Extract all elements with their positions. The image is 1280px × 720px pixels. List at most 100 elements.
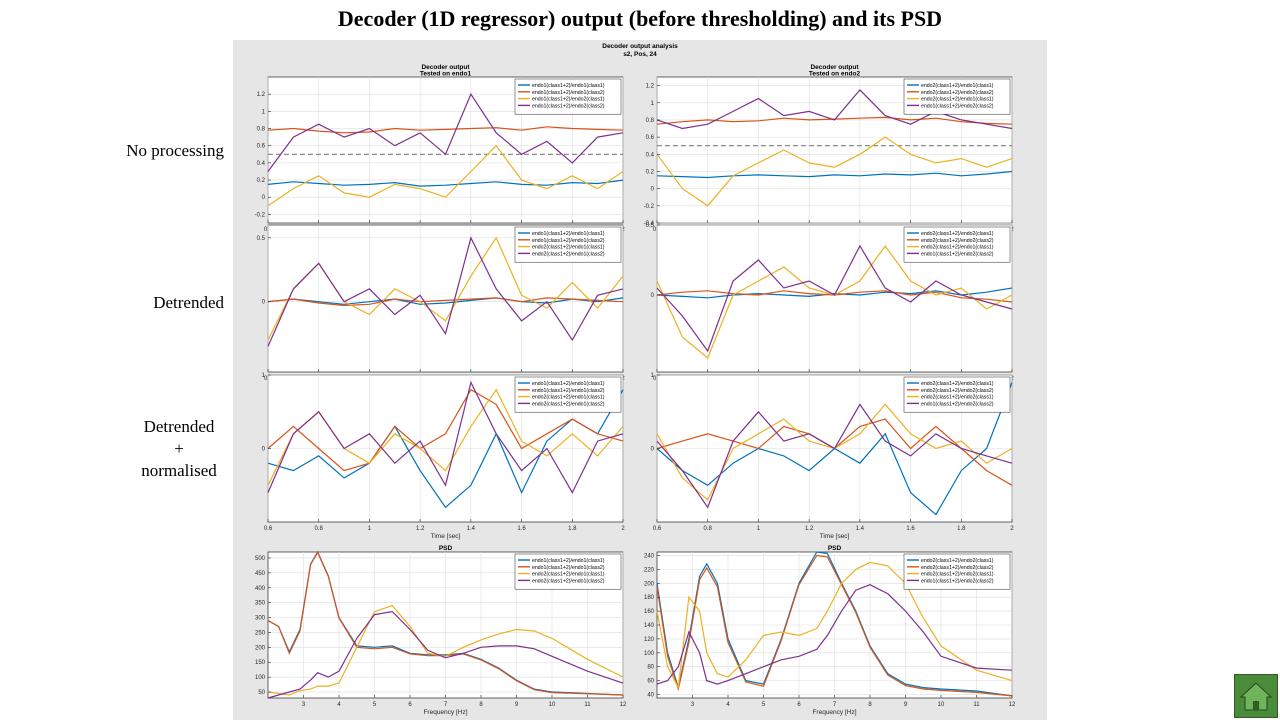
y-tick-label: 400 xyxy=(255,586,266,592)
x-tick-label: 12 xyxy=(1009,702,1016,708)
y-tick-label: 120 xyxy=(644,637,655,643)
x-tick-label: 6 xyxy=(408,702,412,708)
series-line-orange xyxy=(267,551,624,696)
row-label-line: + xyxy=(174,439,184,458)
y-tick-label: 0 xyxy=(262,300,266,306)
chart-title: PSD xyxy=(439,545,453,552)
series-line-purple xyxy=(656,403,1013,509)
series-line-purple xyxy=(267,380,624,494)
y-tick-label: 0.4 xyxy=(257,161,266,167)
x-tick-label: 1.4 xyxy=(856,526,865,532)
y-tick-label: 450 xyxy=(255,571,266,577)
y-tick-label: 0.4 xyxy=(646,152,655,158)
chart-normalised-endo2: 0.6 0.8 1 1.2 1.4 1.6 1.8 2 0 1 Time [sec] endo2(cl… xyxy=(651,373,1015,540)
x-tick-label: 3 xyxy=(691,702,695,708)
legend-entry: endo2(class1+2)/endo2(class2) xyxy=(921,388,994,394)
series-line-yellow xyxy=(656,561,1013,690)
legend-box xyxy=(903,78,1011,115)
series-line-purple xyxy=(656,244,1013,353)
x-tick-label: 4 xyxy=(337,702,341,708)
y-tick-label: 0.5 xyxy=(646,223,655,229)
legend-entry: endo2(class1+2)/endo1(class2) xyxy=(532,251,605,257)
legend-entry: endo1(class1+2)/endo1(class1) xyxy=(532,83,605,89)
x-tick-label: 3 xyxy=(302,702,306,708)
x-tick-label: 4 xyxy=(726,702,730,708)
home-icon xyxy=(1239,682,1273,711)
legend-box xyxy=(514,376,622,413)
y-tick-label: -0.4 xyxy=(644,221,655,227)
chart-raw-endo2: 0.60.811.21.41.61.82-0.4-0.200.20.40.60.… xyxy=(644,64,1015,233)
x-tick-label: 1.8 xyxy=(957,526,966,532)
y-tick-label: 0 xyxy=(651,447,655,453)
y-tick-label: 300 xyxy=(255,616,266,622)
figure-suptitle-line2: s2, Pos, 24 xyxy=(623,51,657,58)
home-button[interactable] xyxy=(1234,674,1278,718)
chart-detrended-endo2: 0.60.811.21.41.61.8200.5endo2(class1+2)/… xyxy=(646,223,1015,382)
x-tick-label: 0.6 xyxy=(264,526,273,532)
x-tick-label: 7 xyxy=(833,702,837,708)
y-tick-label: 220 xyxy=(644,567,655,573)
y-tick-label: 250 xyxy=(255,630,266,636)
legend-entry: endo2(class1+2)/endo1(class2) xyxy=(532,578,605,584)
x-tick-label: 10 xyxy=(938,702,945,708)
y-tick-label: 160 xyxy=(644,609,655,615)
legend-box xyxy=(903,226,1011,263)
series-line-orange xyxy=(267,388,624,472)
chart-subtitle: Tested on endo2 xyxy=(809,71,861,78)
legend-entry: endo2(class1+2)/endo2(class1) xyxy=(921,572,994,578)
y-tick-label: 240 xyxy=(644,553,655,559)
chart-title: PSD xyxy=(828,545,842,552)
y-tick-label: -0.2 xyxy=(255,212,266,218)
y-tick-label: 0.6 xyxy=(257,144,266,150)
x-tick-label: 1.8 xyxy=(568,526,577,532)
legend-entry: endo1(class1+2)/endo1(class2) xyxy=(532,90,605,96)
y-tick-label: 0 xyxy=(262,447,266,453)
legend-entry: endo1(class1+2)/endo2(class2) xyxy=(921,103,994,109)
series-line-blue xyxy=(267,389,624,509)
legend-entry: endo2(class1+2)/endo2(class1) xyxy=(921,381,994,387)
x-tick-label: 0.6 xyxy=(653,526,662,532)
series-line-purple xyxy=(267,92,624,172)
legend-entry: endo1(class1+2)/endo2(class2) xyxy=(921,251,994,257)
series-line-orange xyxy=(267,297,624,307)
legend-entry: endo1(class1+2)/endo2(class2) xyxy=(532,103,605,109)
legend-entry: endo2(class1+2)/endo1(class1) xyxy=(921,245,994,251)
y-tick-label: 150 xyxy=(255,660,266,666)
y-tick-label: 1 xyxy=(651,101,655,107)
slide-title: Decoder (1D regressor) output (before th… xyxy=(337,6,943,31)
legend-entry: endo2(class1+2)/endo2(class1) xyxy=(921,395,994,401)
x-tick-label: 9 xyxy=(515,702,519,708)
y-tick-label: 100 xyxy=(255,675,266,681)
series-line-blue xyxy=(656,287,1013,299)
legend-entry: endo2(class1+2)/endo1(class1) xyxy=(921,83,994,89)
x-tick-label: 7 xyxy=(444,702,448,708)
x-tick-label: 10 xyxy=(549,702,556,708)
series-line-orange xyxy=(656,554,1013,697)
chart-normalised-endo1: 0.6 0.8 1 1.2 1.4 1.6 1.8 2 0 1 Time [sec] endo1(cl… xyxy=(262,373,626,540)
x-tick-label: 5 xyxy=(762,702,766,708)
series-line-blue xyxy=(656,170,1013,179)
x-tick-label: 2 xyxy=(1010,526,1014,532)
x-tick-label: 1.4 xyxy=(467,526,476,532)
y-tick-label: 50 xyxy=(258,690,265,696)
x-axis-label: Frequency [Hz] xyxy=(812,709,856,716)
x-tick-label: 2 xyxy=(621,526,625,532)
legend-entry: endo2(class1+2)/endo2(class2) xyxy=(921,238,994,244)
y-tick-label: 100 xyxy=(644,651,655,657)
y-tick-label: 40 xyxy=(647,693,654,699)
legend-entry: endo1(class1+2)/endo1(class2) xyxy=(532,238,605,244)
y-tick-label: -0.2 xyxy=(644,204,655,210)
series-line-yellow xyxy=(267,144,624,207)
y-tick-label: 0.2 xyxy=(646,169,655,175)
y-tick-label: 1 xyxy=(262,373,266,379)
figure-panel: Decoder output analysis s2, Pos, 24 0.60… xyxy=(233,40,1047,720)
x-tick-label: 0.8 xyxy=(704,526,713,532)
legend-entry: endo1(class1+2)/endo2(class1) xyxy=(532,97,605,103)
legend-entry: endo1(class1+2)/endo2(class2) xyxy=(921,401,994,407)
legend-entry: endo1(class1+2)/endo1(class1) xyxy=(532,381,605,387)
x-tick-label: 1.2 xyxy=(805,526,814,532)
series-line-purple xyxy=(267,236,624,347)
row-label-detrended-normalised: Detrended + normalised xyxy=(134,416,224,482)
legend-entry: endo2(class1+2)/endo1(class2) xyxy=(532,401,605,407)
legend-entry: endo1(class1+2)/endo2(class2) xyxy=(921,578,994,584)
